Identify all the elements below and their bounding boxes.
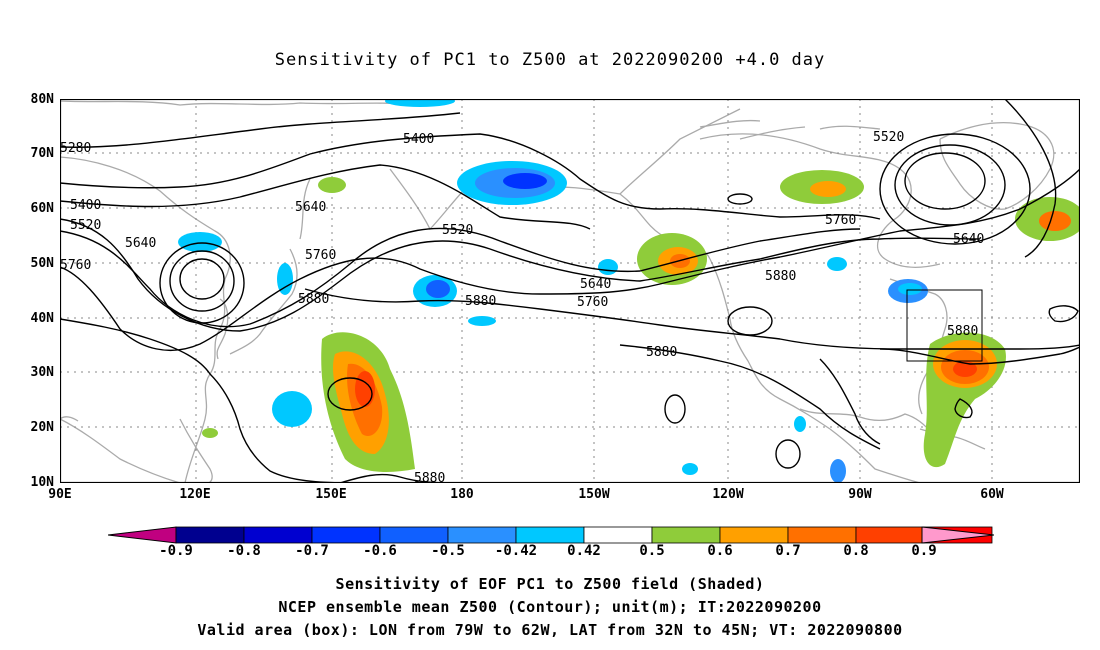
contour-label-5: 5640 bbox=[125, 236, 156, 251]
colorbar bbox=[108, 526, 994, 544]
map-frame bbox=[60, 99, 1080, 483]
lon-label-120w: 120W bbox=[712, 487, 744, 502]
colorbar-segment bbox=[583, 526, 653, 544]
contour-label-12: 5640 bbox=[580, 277, 611, 292]
lon-label-150e: 150E bbox=[315, 487, 347, 502]
colorbar-segment bbox=[719, 526, 789, 544]
contour-label-9: 5760 bbox=[305, 248, 336, 263]
colorbar-segment bbox=[855, 526, 925, 544]
contour-label-13: 5760 bbox=[577, 295, 608, 310]
colorbar-segment bbox=[651, 526, 721, 544]
colorbar-high-arrow bbox=[921, 526, 994, 544]
contour-labels: 5280 5400 5520 5400 5520 5640 5640 5520 … bbox=[60, 130, 984, 483]
footer-line-3: Valid area (box): LON from 79W to 62W, L… bbox=[197, 621, 903, 639]
lat-label-10n: 10N bbox=[30, 475, 54, 490]
lat-label-50n: 50N bbox=[30, 256, 54, 271]
contour-label-11: 5880 bbox=[465, 294, 496, 309]
neg-region-siberia bbox=[178, 232, 222, 252]
negative-sensitivity-regions bbox=[178, 99, 928, 483]
lon-label-120e: 120E bbox=[179, 487, 211, 502]
footer-line-1: Sensitivity of EOF PC1 to Z500 field (Sh… bbox=[335, 575, 765, 593]
contour-label-18: 5880 bbox=[947, 324, 978, 339]
contour-label-19: 5880 bbox=[414, 471, 445, 483]
footer-line-2: NCEP ensemble mean Z500 (Contour); unit(… bbox=[278, 598, 822, 616]
colorbar-label-3: -0.6 bbox=[363, 543, 397, 559]
colorbar-segments bbox=[175, 526, 993, 544]
lat-label-80n: 80N bbox=[30, 92, 54, 107]
contour-label-14: 5880 bbox=[765, 269, 796, 284]
colorbar-label-8: 0.6 bbox=[707, 543, 733, 559]
z500-contours bbox=[60, 99, 1080, 483]
colorbar-segment bbox=[175, 526, 245, 544]
contour-label-10: 5880 bbox=[298, 292, 329, 307]
colorbar-label-5: -0.42 bbox=[494, 543, 538, 559]
lon-label-180: 180 bbox=[450, 487, 474, 502]
neg-region-japan bbox=[277, 263, 293, 295]
colorbar-segment bbox=[379, 526, 449, 544]
sensitivity-map: 5280 5400 5520 5400 5520 5640 5640 5520 … bbox=[60, 99, 1080, 483]
valid-area-box bbox=[906, 289, 983, 362]
colorbar-segment bbox=[311, 526, 381, 544]
lat-label-30n: 30N bbox=[30, 365, 54, 380]
colorbar-label-2: -0.7 bbox=[295, 543, 329, 559]
colorbar-segment bbox=[243, 526, 313, 544]
lon-label-150w: 150W bbox=[578, 487, 610, 502]
positive-sensitivity-regions bbox=[202, 170, 1080, 472]
contour-label-1: 5400 bbox=[403, 132, 434, 147]
lon-label-60w: 60W bbox=[980, 487, 1004, 502]
colorbar-label-9: 0.7 bbox=[775, 543, 801, 559]
lat-label-60n: 60N bbox=[30, 201, 54, 216]
lon-label-90w: 90W bbox=[848, 487, 872, 502]
lat-label-70n: 70N bbox=[30, 146, 54, 161]
chart-title: Sensitivity of PC1 to Z500 at 2022090200… bbox=[274, 50, 826, 70]
contour-label-15: 5760 bbox=[825, 213, 856, 228]
lat-label-40n: 40N bbox=[30, 311, 54, 326]
contour-label-4: 5520 bbox=[70, 218, 101, 233]
contour-label-16: 5640 bbox=[953, 232, 984, 247]
contour-label-7: 5520 bbox=[442, 223, 473, 238]
contour-label-0: 5280 bbox=[60, 141, 91, 156]
colorbar-label-4: -0.5 bbox=[431, 543, 465, 559]
lon-label-90e: 90E bbox=[48, 487, 72, 502]
colorbar-label-10: 0.8 bbox=[843, 543, 869, 559]
colorbar-segment bbox=[515, 526, 585, 544]
neg-region-arctic bbox=[385, 99, 455, 107]
contour-label-2: 5520 bbox=[873, 130, 904, 145]
contour-label-17: 5880 bbox=[646, 345, 677, 360]
colorbar-segment bbox=[787, 526, 857, 544]
grid-lines bbox=[60, 99, 1080, 483]
colorbar-label-1: -0.8 bbox=[227, 543, 261, 559]
colorbar-low-arrow bbox=[108, 526, 177, 544]
contour-label-8: 5760 bbox=[60, 258, 91, 273]
colorbar-segment bbox=[447, 526, 517, 544]
colorbar-label-11: 0.9 bbox=[911, 543, 937, 559]
lat-label-20n: 20N bbox=[30, 420, 54, 435]
colorbar-label-7: 0.5 bbox=[639, 543, 665, 559]
colorbar-label-6: 0.42 bbox=[567, 543, 601, 559]
colorbar-label-0: -0.9 bbox=[159, 543, 193, 559]
contour-label-6: 5640 bbox=[295, 200, 326, 215]
contour-label-3: 5400 bbox=[70, 198, 101, 213]
neg-region-philippine-sea bbox=[272, 391, 312, 427]
